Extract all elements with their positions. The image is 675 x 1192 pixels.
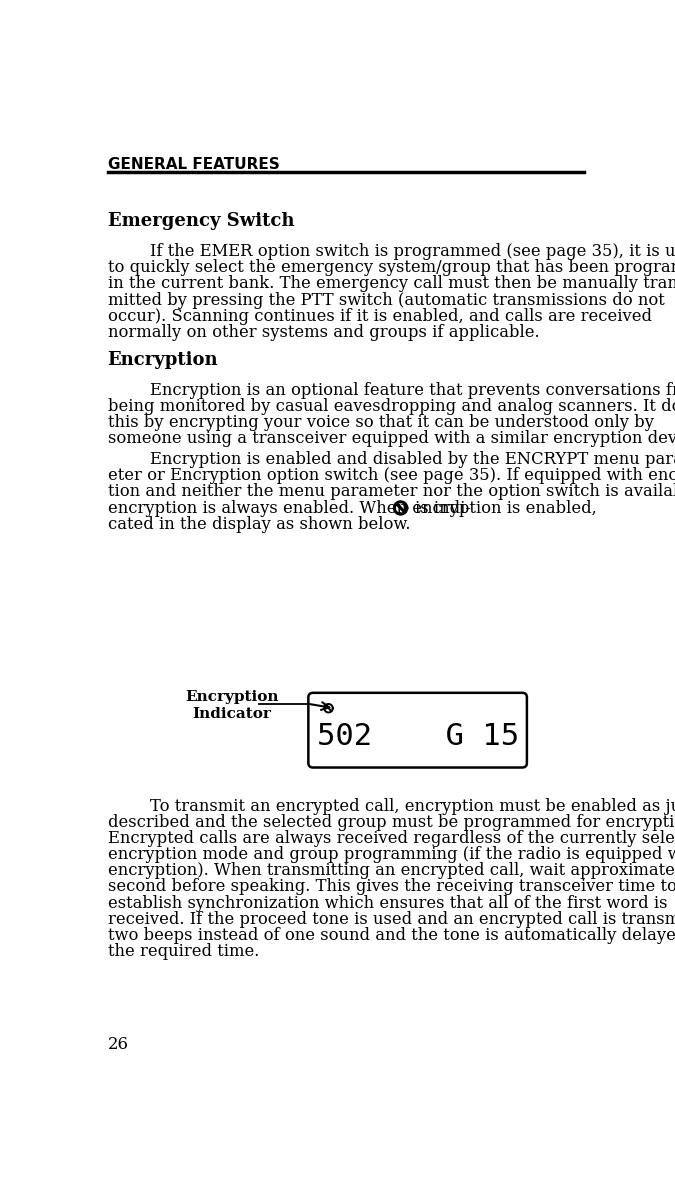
- Text: described and the selected group must be programmed for encryption.: described and the selected group must be…: [107, 814, 675, 831]
- Text: second before speaking. This gives the receiving transceiver time to: second before speaking. This gives the r…: [107, 879, 675, 895]
- Text: encryption is always enabled. When encryption is enabled,: encryption is always enabled. When encry…: [107, 499, 597, 516]
- Text: is indi-: is indi-: [414, 499, 470, 516]
- Text: occur). Scanning continues if it is enabled, and calls are received: occur). Scanning continues if it is enab…: [107, 308, 651, 324]
- Text: cated in the display as shown below.: cated in the display as shown below.: [107, 516, 410, 533]
- Text: GENERAL FEATURES: GENERAL FEATURES: [107, 157, 279, 172]
- Text: 26: 26: [107, 1036, 129, 1054]
- Text: To transmit an encrypted call, encryption must be enabled as just: To transmit an encrypted call, encryptio…: [107, 797, 675, 814]
- Text: encryption mode and group programming (if the radio is equipped with: encryption mode and group programming (i…: [107, 846, 675, 863]
- Text: Encryption is enabled and disabled by the ENCRYPT menu param-: Encryption is enabled and disabled by th…: [107, 451, 675, 468]
- Text: normally on other systems and groups if applicable.: normally on other systems and groups if …: [107, 324, 539, 341]
- Text: establish synchronization which ensures that all of the first word is: establish synchronization which ensures …: [107, 894, 667, 912]
- Text: eter or Encryption option switch (see page 35). If equipped with encryp-: eter or Encryption option switch (see pa…: [107, 467, 675, 484]
- Text: Emergency Switch: Emergency Switch: [107, 212, 294, 230]
- Text: the required time.: the required time.: [107, 943, 259, 960]
- FancyBboxPatch shape: [308, 693, 527, 768]
- Text: in the current bank. The emergency call must then be manually trans-: in the current bank. The emergency call …: [107, 275, 675, 292]
- Text: 502    G 15: 502 G 15: [317, 722, 518, 751]
- Text: this by encrypting your voice so that it can be understood only by: this by encrypting your voice so that it…: [107, 414, 653, 432]
- Text: mitted by pressing the PTT switch (automatic transmissions do not: mitted by pressing the PTT switch (autom…: [107, 292, 664, 309]
- Text: two beeps instead of one sound and the tone is automatically delayed for: two beeps instead of one sound and the t…: [107, 927, 675, 944]
- Text: Encryption: Encryption: [107, 350, 218, 370]
- Text: being monitored by casual eavesdropping and analog scanners. It does: being monitored by casual eavesdropping …: [107, 398, 675, 415]
- Text: Encryption
Indicator: Encryption Indicator: [185, 690, 278, 721]
- Text: If the EMER option switch is programmed (see page 35), it is used: If the EMER option switch is programmed …: [107, 243, 675, 260]
- Text: Encryption is an optional feature that prevents conversations from: Encryption is an optional feature that p…: [107, 381, 675, 399]
- Text: someone using a transceiver equipped with a similar encryption device.: someone using a transceiver equipped wit…: [107, 430, 675, 447]
- Text: received. If the proceed tone is used and an encrypted call is transmitted,: received. If the proceed tone is used an…: [107, 911, 675, 927]
- Text: encryption). When transmitting an encrypted call, wait approximately 1: encryption). When transmitting an encryp…: [107, 862, 675, 880]
- Text: tion and neither the menu parameter nor the option switch is available,: tion and neither the menu parameter nor …: [107, 484, 675, 501]
- Text: Encrypted calls are always received regardless of the currently selected: Encrypted calls are always received rega…: [107, 830, 675, 846]
- Text: to quickly select the emergency system/group that has been programmed: to quickly select the emergency system/g…: [107, 260, 675, 277]
